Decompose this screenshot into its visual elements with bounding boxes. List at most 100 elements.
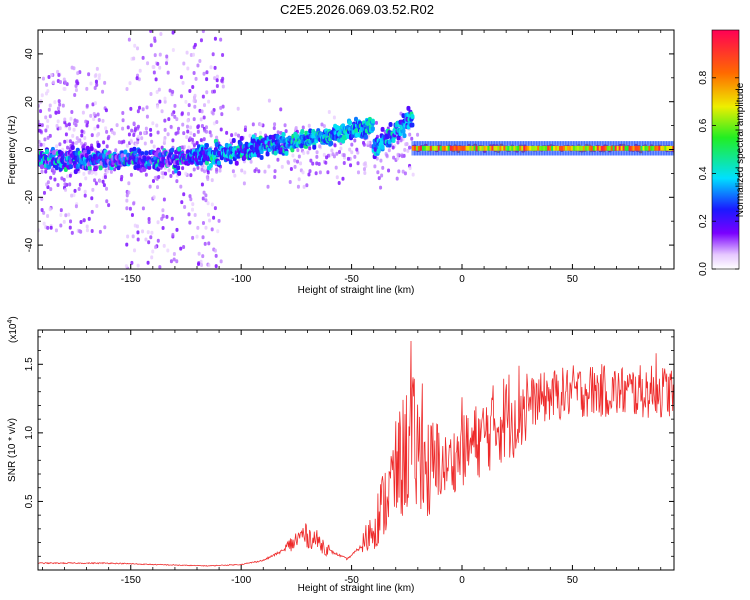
spectrogram-cell	[354, 132, 359, 138]
spectrogram-cell	[329, 140, 334, 146]
spectrogram-cell	[158, 152, 163, 158]
spectrogram-halo-cell	[189, 131, 193, 136]
spectrogram-halo-cell	[169, 174, 173, 179]
spectrogram-halo-cell	[335, 151, 339, 156]
spectrogram-core-cell	[425, 145, 429, 151]
spectrogram-core-cell	[642, 145, 646, 151]
spectrogram-cell	[176, 165, 181, 171]
spectrogram-core-cell	[654, 145, 658, 151]
spectrogram-noise-cell	[136, 109, 140, 114]
spectrogram-cell	[256, 152, 261, 158]
spectrogram-noise-cell	[70, 230, 74, 235]
spectrogram-halo-cell	[341, 176, 345, 181]
spectrogram-noise-cell	[213, 206, 217, 211]
spectrogram-noise-cell	[144, 126, 148, 131]
spectrogram-halo-cell	[301, 125, 305, 130]
spectrogram-cell	[354, 127, 359, 133]
spectrogram-core-cell	[487, 145, 491, 151]
colorbar-tick-label: 0.0	[698, 262, 709, 276]
spectrogram-noise-cell	[191, 235, 195, 240]
spectrogram-noise-cell	[84, 119, 88, 124]
spectrogram-core-cell	[437, 145, 441, 151]
spectrogram-noise-cell	[149, 127, 153, 132]
spectrogram-core-cell	[509, 145, 513, 151]
spectrogram-halo-cell	[203, 128, 207, 133]
spectrogram-noise-cell	[75, 136, 79, 141]
spectrogram-noise-cell	[85, 103, 89, 108]
spectrogram-noise-cell	[135, 46, 139, 51]
spectrogram-noise-cell	[73, 93, 77, 98]
spectrogram-noise-cell	[181, 166, 185, 171]
spectrogram-halo-cell	[228, 138, 232, 143]
spectrogram-noise-cell	[91, 102, 95, 107]
spectrogram-noise-cell	[209, 65, 213, 70]
spectrogram-halo-cell	[302, 150, 306, 155]
spectrogram-noise-cell	[201, 196, 205, 201]
spectrogram-cell	[290, 147, 295, 153]
spectrogram-cell	[410, 114, 415, 120]
spectrogram-noise-cell	[98, 229, 102, 234]
spectrogram-core-cell	[459, 145, 463, 151]
spectrogram-core-cell	[672, 145, 674, 151]
spectrogram-noise-cell	[171, 138, 175, 143]
spectrogram-halo-cell	[52, 169, 56, 174]
spectrogram-core-cell	[670, 145, 674, 151]
spectrogram-y-tick-label: 0	[24, 146, 35, 152]
spectrogram-core-cell	[483, 145, 487, 151]
spectrogram-noise-cell	[85, 86, 89, 91]
spectrogram-halo-cell	[48, 133, 52, 138]
spectrogram-noise-cell	[155, 104, 159, 109]
spectrogram-core-cell	[493, 145, 497, 151]
spectrogram-noise-cell	[214, 253, 218, 258]
spectrogram-noise-cell	[91, 187, 95, 192]
spectrogram-cell	[123, 149, 128, 155]
spectrogram-noise-cell	[128, 81, 132, 86]
spectrogram-noise-cell	[85, 224, 89, 229]
spectrogram-noise-cell	[153, 36, 157, 41]
spectrogram-halo-cell	[307, 123, 311, 128]
spectrogram-noise-cell	[125, 198, 129, 203]
spectrogram-noise-cell	[194, 76, 198, 81]
spectrogram-halo-cell	[83, 135, 87, 140]
spectrogram-noise-cell	[173, 103, 177, 108]
spectrogram-halo-cell	[163, 127, 167, 132]
spectrogram-noise-cell	[42, 221, 46, 226]
spectrogram-noise-cell	[151, 65, 155, 70]
snr-multiplier-base: (x10	[8, 323, 19, 343]
spectrogram-halo-cell	[157, 174, 161, 179]
spectrogram-halo-cell	[318, 144, 322, 149]
spectrogram-noise-cell	[191, 202, 195, 207]
spectrogram-cell	[388, 122, 393, 128]
spectrogram-halo-cell	[396, 140, 400, 145]
spectrogram-halo-cell	[174, 131, 178, 136]
snr-x-tick-label: -50	[344, 575, 359, 586]
spectrogram-noise-cell	[184, 99, 188, 104]
spectrogram-halo-cell	[166, 132, 170, 137]
spectrogram-noise-cell	[171, 48, 175, 53]
spectrogram-noise-cell	[41, 76, 45, 81]
spectrogram-noise-cell	[149, 132, 153, 137]
spectrogram-halo-cell	[366, 140, 370, 145]
spectrogram-noise-cell	[213, 248, 217, 253]
spectrogram-noise-cell	[128, 206, 132, 211]
spectrogram-noise-cell	[57, 99, 61, 104]
spectrogram-noise-cell	[92, 111, 96, 116]
spectrogram-noise-cell	[97, 117, 101, 122]
spectrogram-core-cell	[447, 145, 451, 151]
spectrogram-core-cell	[555, 145, 559, 151]
spectrogram-halo-cell	[320, 122, 324, 127]
spectrogram-core-cell	[443, 145, 447, 151]
spectrogram-noise-cell	[220, 112, 224, 117]
spectrogram-x-tick-label: -50	[344, 274, 359, 285]
spectrogram-noise-cell	[75, 79, 79, 84]
spectrogram-noise-cell	[89, 113, 93, 118]
spectrogram-noise-cell	[44, 91, 48, 96]
spectrogram-cell	[204, 160, 209, 166]
spectrogram-core-cell	[529, 145, 533, 151]
spectrogram-noise-cell	[72, 66, 76, 71]
spectrogram-noise-cell	[46, 135, 50, 140]
colorbar-tick-label: 0.4	[698, 166, 709, 180]
colorbar-tick-label: 0.6	[698, 118, 709, 132]
spectrogram-halo-cell	[125, 143, 129, 148]
spectrogram-halo-cell	[311, 161, 315, 166]
